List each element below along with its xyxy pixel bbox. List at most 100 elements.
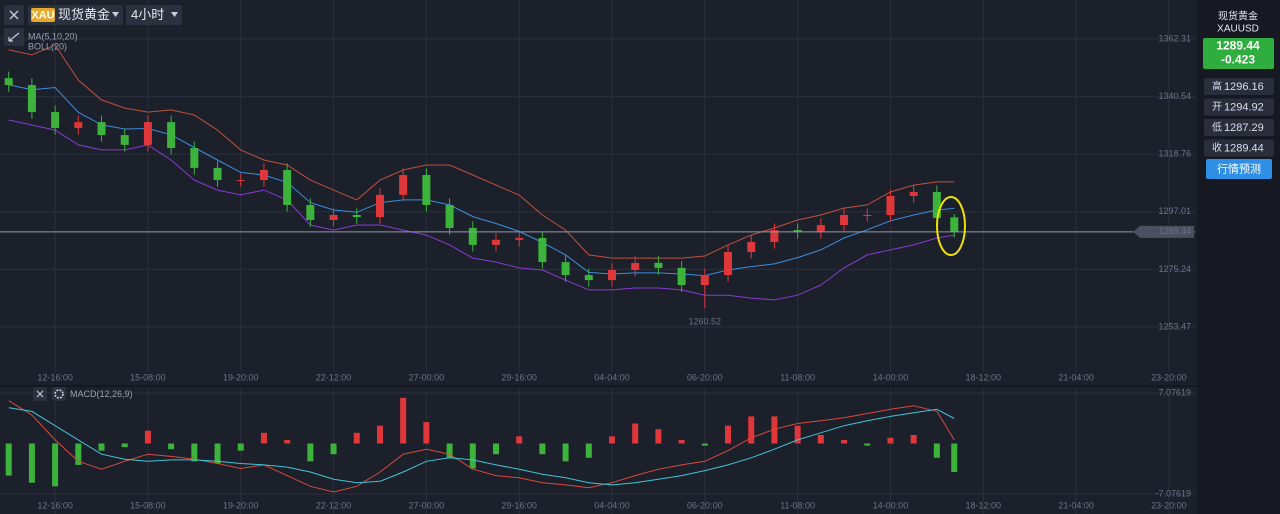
x-tick-label: 06-20:00 (687, 372, 723, 382)
macd-bar (121, 443, 128, 448)
indicator-label: BOLL(20) (28, 41, 67, 51)
quote-symbol: XAUUSD (1217, 24, 1259, 35)
candle-body (608, 270, 617, 281)
boll-lower (8, 119, 955, 301)
y-tick-label: 1318.76 (1158, 149, 1191, 159)
period-name: 4小时 (131, 7, 164, 22)
panel-divider (0, 385, 1197, 387)
price-box (1203, 38, 1274, 69)
candle-body (747, 241, 756, 253)
instrument-name: 现货黄金 (58, 7, 110, 22)
quote-row (1204, 98, 1274, 116)
gear-icon (54, 389, 64, 399)
quote-rows: 高 1296.16开 1294.92低 1287.29收 1289.44 (1204, 78, 1274, 157)
macd-bar (284, 439, 291, 444)
macd-bar (492, 443, 499, 455)
candle-body (724, 252, 733, 276)
quote-name: 现货黄金 (1218, 10, 1258, 23)
x-tick-label: 15-08:00 (130, 372, 166, 382)
candle-body (120, 135, 129, 145)
quote-price: 1289.44 (1216, 39, 1260, 53)
candle-body (491, 239, 500, 245)
x-tick-label: 19-20:00 (223, 372, 259, 382)
x-tick-label: 11-08:00 (780, 372, 815, 382)
macd-settings-button[interactable] (52, 387, 66, 401)
macd-bar (655, 429, 662, 444)
y-tick-label: 7.07619 (1158, 387, 1191, 397)
highlight-ellipse (936, 196, 966, 256)
x-tick-label: 29-16:00 (501, 500, 537, 510)
macd-bar (28, 443, 35, 483)
x-tick-label: 27-00:00 (409, 372, 445, 382)
low-annotation: 1260.52 (689, 317, 722, 327)
close-icon (36, 390, 44, 398)
macd-bar (144, 430, 151, 444)
macd-bar (887, 437, 894, 444)
quote-row-value: 1287.29 (1224, 122, 1264, 134)
x-tick-label: 21-04:00 (1058, 372, 1094, 382)
macd-bar (725, 425, 732, 444)
chart-background (0, 0, 1197, 514)
candle-body (468, 227, 477, 245)
candle-body (561, 262, 570, 276)
macd-bar (771, 416, 778, 444)
x-tick-label: 27-00:00 (409, 500, 445, 510)
badge (31, 8, 55, 22)
candle-body (515, 238, 524, 240)
macd-bar (701, 443, 708, 446)
quote-row-value: 1294.92 (1224, 101, 1264, 113)
candle-body (27, 85, 36, 113)
macd-bar (864, 443, 871, 446)
candle-body (399, 175, 408, 195)
expand-icon (8, 32, 20, 42)
forecast-button-text[interactable]: 行情预测 (1217, 162, 1261, 175)
macd-bar (330, 443, 337, 455)
close-icon (9, 10, 19, 20)
macd-bar (794, 425, 801, 444)
macd-bar (910, 434, 917, 444)
macd-bar (632, 423, 639, 444)
macd-bar (423, 422, 430, 444)
macd-bar (446, 443, 453, 458)
quote-row-label: 开 (1212, 102, 1222, 113)
y-tick-label: 1275.24 (1158, 264, 1191, 274)
x-tick-label: 14-00:00 (873, 372, 909, 382)
period-select[interactable] (126, 5, 182, 25)
candle-body (932, 191, 941, 218)
dropdown-arrow (112, 12, 119, 17)
boll-upper (8, 44, 955, 259)
macd-bar (469, 443, 476, 469)
x-tick-label: 23-20:00 (1151, 500, 1187, 510)
x-tick-label: 18-12:00 (965, 372, 1001, 382)
quote-row (1204, 78, 1274, 95)
candle-body (445, 204, 454, 228)
macd-bar (400, 397, 407, 444)
macd-bar (678, 439, 685, 444)
dea-line (8, 407, 955, 486)
quote-row-value: 1289.44 (1224, 142, 1264, 154)
macd-bar (5, 443, 12, 476)
y-tick-label: 1340.54 (1158, 91, 1191, 101)
quote-row (1204, 119, 1274, 136)
macd-bar (585, 443, 592, 458)
x-tick-label: 06-20:00 (687, 500, 723, 510)
macd-bar (609, 436, 616, 444)
forecast-button[interactable] (1206, 159, 1272, 179)
candle-body (51, 112, 60, 128)
badge-text: XAU (31, 9, 54, 21)
x-tick-label: 12-16:00 (37, 372, 73, 382)
candle-body (190, 148, 199, 168)
macd-bar (260, 432, 267, 444)
candle-body (329, 214, 338, 221)
x-tick-label: 19-20:00 (223, 500, 259, 510)
x-tick-label: 21-04:00 (1058, 500, 1094, 510)
candle-body (538, 238, 547, 263)
x-tick-label: 22-12:00 (316, 500, 352, 510)
macd-bar (539, 443, 546, 455)
candle-body (950, 217, 959, 232)
dropdown-arrow (171, 12, 178, 17)
macd-bar (237, 443, 244, 451)
macd-bar (353, 432, 360, 444)
candle-body (700, 275, 709, 286)
